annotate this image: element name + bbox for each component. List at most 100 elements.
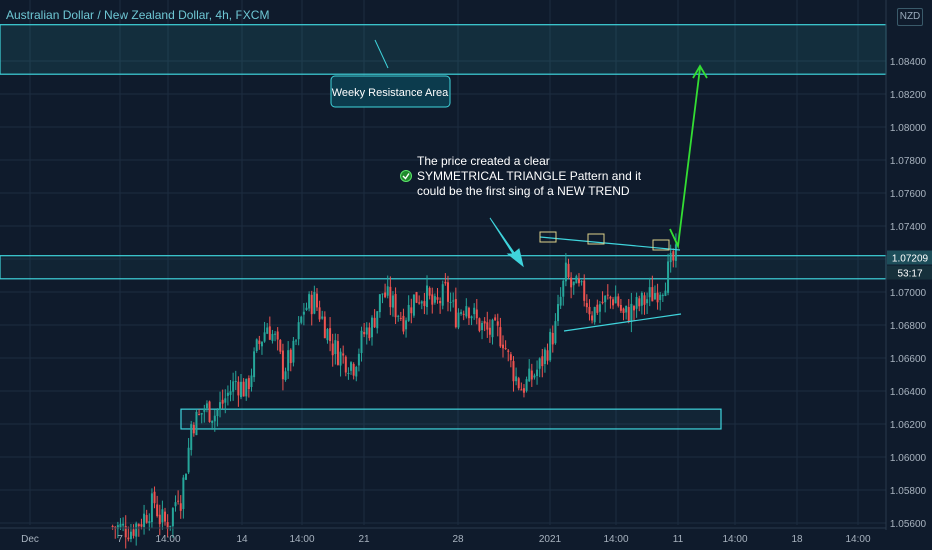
candle-body	[502, 344, 504, 349]
price-tick-label: 1.06400	[890, 387, 927, 398]
candle-body	[342, 353, 345, 356]
candle-body	[593, 306, 596, 323]
candle-body	[334, 340, 337, 354]
check-icon	[400, 170, 412, 182]
chart-title: Australian Dollar / New Zealand Dollar, …	[6, 8, 270, 22]
price-tick-label: 1.08400	[890, 57, 927, 68]
candle-body	[528, 368, 531, 382]
candle-body	[318, 307, 321, 320]
candle-body	[664, 290, 667, 296]
candle-body	[557, 304, 560, 322]
candle-body	[266, 327, 269, 334]
candle-body	[169, 525, 172, 527]
candle-body	[661, 295, 664, 297]
candle-body	[541, 356, 544, 367]
trend-arrow-head	[692, 64, 708, 79]
candle-body	[253, 351, 256, 378]
candle-body	[426, 285, 429, 308]
candle-body	[619, 304, 622, 311]
trend-arrow-line	[669, 67, 701, 250]
candle-body	[274, 333, 277, 335]
candle-body	[260, 341, 263, 347]
candle-body	[630, 303, 633, 322]
candle-body	[287, 350, 290, 371]
time-tick-label: 14:00	[289, 534, 314, 545]
candle-body	[420, 301, 423, 304]
candle-body	[554, 321, 557, 344]
candle-body	[612, 299, 615, 306]
candle-body	[570, 277, 573, 288]
pattern-box	[587, 233, 605, 245]
candle-body	[276, 331, 279, 340]
candle-body	[504, 348, 507, 350]
price-tick-label: 1.06800	[890, 321, 927, 332]
candle-body	[446, 282, 449, 302]
candle-body	[549, 331, 552, 361]
candle-body	[512, 361, 515, 382]
candle-body	[538, 358, 541, 369]
currency-selector[interactable]: NZD	[897, 8, 923, 26]
candle-body	[609, 296, 612, 299]
candle-body	[436, 297, 439, 300]
candle-body	[391, 295, 394, 308]
support-zone	[180, 408, 722, 430]
candle-body	[300, 316, 303, 323]
candle-body	[297, 322, 300, 340]
candle-body	[179, 503, 182, 511]
candle-body	[473, 307, 476, 315]
price-tick-label: 1.05800	[890, 486, 927, 497]
candle-body	[124, 526, 127, 538]
pattern-annotation-line: could be the first sing of a NEW TREND	[417, 184, 630, 198]
candle-body	[646, 299, 649, 304]
candle-body	[326, 328, 329, 341]
candle-body	[258, 340, 261, 344]
candle-body	[268, 326, 271, 340]
candle-body	[284, 371, 287, 380]
price-tick-label: 1.05600	[890, 519, 927, 530]
candle-body	[145, 515, 148, 523]
candle-body	[153, 491, 156, 504]
candle-body	[271, 333, 274, 341]
candle-body	[444, 281, 447, 284]
callout-pointer	[374, 39, 389, 69]
candle-body	[465, 306, 468, 317]
candle-body	[412, 294, 415, 316]
time-tick-label: 14:00	[845, 534, 870, 545]
time-tick-label: 11	[673, 534, 684, 545]
candle-body	[577, 278, 580, 284]
candle-body	[567, 263, 570, 278]
candle-body	[651, 287, 654, 302]
zones-layer	[0, 24, 887, 430]
candle-body	[289, 349, 292, 364]
candles-layer	[111, 233, 677, 549]
candle-body	[224, 398, 227, 403]
candle-body	[667, 261, 670, 293]
candle-body	[585, 303, 588, 308]
pattern-box	[539, 231, 557, 243]
candle-body	[517, 378, 520, 389]
countdown-tag	[887, 265, 932, 280]
candle-body	[575, 276, 578, 284]
candle-body	[200, 413, 203, 415]
candle-body	[491, 319, 494, 338]
candle-body	[135, 523, 138, 537]
candle-body	[633, 306, 635, 311]
candle-body	[357, 353, 360, 366]
candle-body	[648, 287, 651, 298]
candle-body	[643, 295, 646, 305]
candle-body	[132, 529, 135, 536]
resistance-zone	[0, 24, 887, 75]
candle-body	[216, 409, 219, 417]
candle-body	[625, 305, 628, 313]
pattern-annotation-line: The price created a clear	[417, 154, 550, 168]
candle-body	[454, 299, 457, 328]
candle-body	[457, 312, 460, 328]
candle-body	[308, 294, 311, 309]
candle-body	[365, 327, 368, 335]
candle-body	[530, 370, 533, 380]
candle-body	[478, 318, 481, 331]
price-axis: 1.08400 1.08200 1.08000 1.07800 1.07600 1.074…	[885, 0, 932, 530]
time-tick-label: 14:00	[155, 534, 180, 545]
candle-body	[205, 403, 208, 409]
